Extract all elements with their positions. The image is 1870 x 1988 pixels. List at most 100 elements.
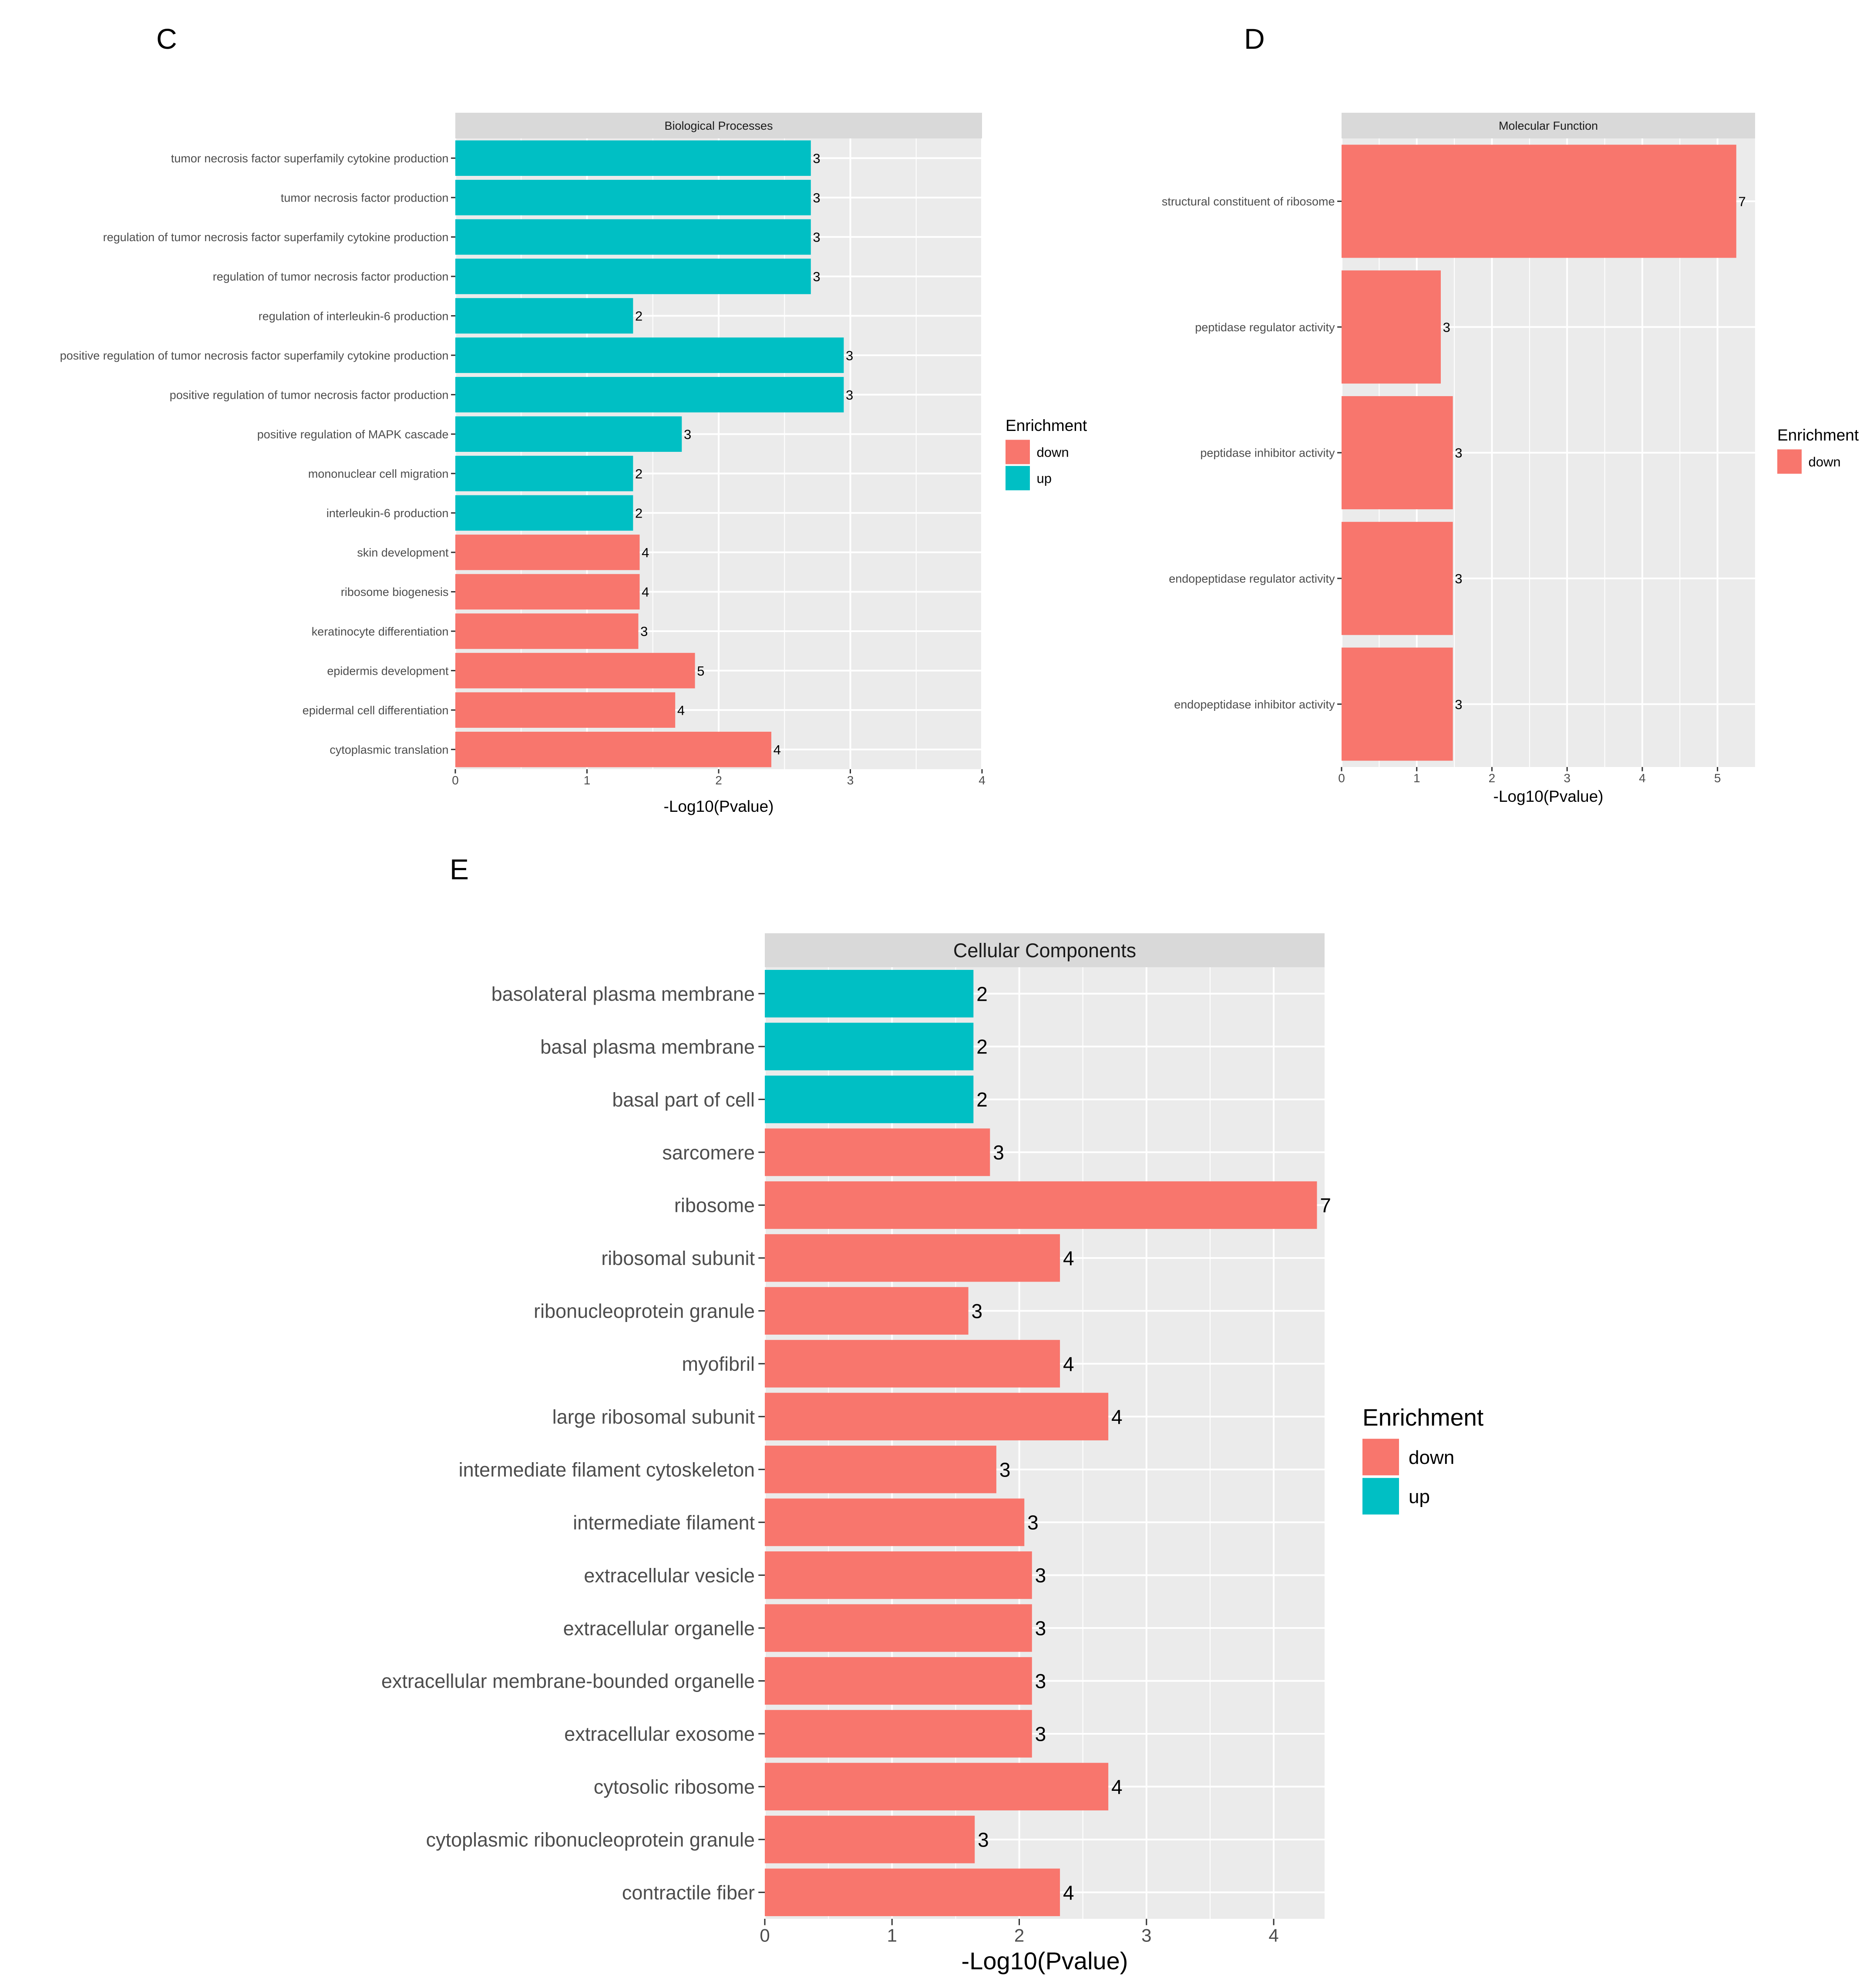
x-tick-label: 2 bbox=[1014, 1925, 1024, 1946]
bar-peptidase-regulator-activity bbox=[1342, 270, 1441, 384]
bar-count-label: 3 bbox=[1035, 1564, 1046, 1587]
y-tick-label: ribonucleoprotein granule bbox=[534, 1300, 755, 1322]
bar-count-label: 4 bbox=[677, 703, 685, 718]
bar-count-label: 3 bbox=[1455, 697, 1462, 712]
legend-title: Enrichment bbox=[1006, 417, 1087, 434]
y-tick-label: regulation of tumor necrosis factor supe… bbox=[103, 231, 449, 244]
chart-molecular-function: Molecular Function 0 1 2 3 4 5 7 structural cons… bbox=[1162, 113, 1859, 805]
y-tick-label: positive regulation of tumor necrosis fa… bbox=[170, 388, 449, 401]
bar-interleukin-6-production bbox=[455, 495, 633, 531]
y-tick-label: peptidase inhibitor activity bbox=[1200, 447, 1335, 460]
y-tick-label: contractile fiber bbox=[622, 1881, 755, 1904]
bar-positive-regulation-of-mapk-cascade bbox=[455, 416, 682, 452]
x-tick-label: 1 bbox=[1413, 771, 1420, 785]
bar-myofibril bbox=[765, 1340, 1060, 1388]
y-tick-label: extracellular membrane-bounded organelle bbox=[381, 1670, 755, 1692]
bar-count-label: 3 bbox=[972, 1300, 983, 1322]
bar-count-label: 4 bbox=[1063, 1352, 1074, 1375]
facet-strip bbox=[455, 113, 982, 138]
bar-extracellular-exosome bbox=[765, 1710, 1032, 1758]
bar-count-label: 3 bbox=[813, 269, 820, 284]
y-tick-label: tumor necrosis factor production bbox=[281, 192, 449, 205]
y-tick-label: large ribosomal subunit bbox=[552, 1406, 755, 1428]
y-tick-label: extracellular vesicle bbox=[584, 1564, 755, 1587]
y-tick-label: positive regulation of tumor necrosis fa… bbox=[60, 349, 449, 362]
bar-sarcomere bbox=[765, 1128, 990, 1176]
bar-ribonucleoprotein-granule bbox=[765, 1287, 969, 1335]
panel-d: D Molecular Function 0 1 2 3 4 5 7 structural co… bbox=[1162, 23, 1859, 805]
legend-label-down: down bbox=[1809, 454, 1841, 470]
legend-swatch-down bbox=[1006, 440, 1030, 464]
bar-count-label: 4 bbox=[1111, 1776, 1123, 1798]
bar-count-label: 3 bbox=[813, 151, 820, 166]
bar-endopeptidase-inhibitor-activity bbox=[1342, 647, 1453, 761]
y-tick-label: ribosome biogenesis bbox=[341, 585, 449, 599]
bar-peptidase-inhibitor-activity bbox=[1342, 396, 1453, 509]
y-tick-label: interleukin-6 production bbox=[326, 507, 449, 520]
bar-count-label: 3 bbox=[846, 348, 853, 363]
y-tick-label: mononuclear cell migration bbox=[308, 468, 449, 481]
y-tick-label: tumor necrosis factor superfamily cytoki… bbox=[171, 152, 449, 165]
y-tick-label: skin development bbox=[357, 546, 449, 559]
y-tick-label: epidermis development bbox=[327, 664, 449, 677]
bar-cytoplasmic-ribonucleoprotein-granule bbox=[765, 1816, 975, 1864]
bar-tumor-necrosis-factor-production bbox=[455, 180, 811, 215]
bar-ribosome bbox=[765, 1181, 1317, 1229]
bar-count-label: 3 bbox=[1035, 1617, 1046, 1640]
bar-extracellular-membrane-bounded-organelle bbox=[765, 1657, 1032, 1705]
y-tick-label: intermediate filament bbox=[573, 1511, 755, 1534]
y-tick-label: basal part of cell bbox=[612, 1089, 755, 1111]
bar-extracellular-organelle bbox=[765, 1604, 1032, 1652]
legend-title: Enrichment bbox=[1777, 426, 1859, 444]
bar-count-label: 2 bbox=[635, 309, 642, 324]
bar-structural-constituent-of-ribosome bbox=[1342, 145, 1736, 258]
y-tick-label: regulation of interleukin-6 production bbox=[259, 309, 449, 323]
y-tick-label: endopeptidase regulator activity bbox=[1169, 572, 1335, 585]
bar-count-label: 3 bbox=[1455, 445, 1462, 461]
bar-regulation-of-tumor-necrosis-factor-production bbox=[455, 259, 811, 294]
y-tick-label: extracellular exosome bbox=[564, 1723, 755, 1745]
legend-swatch-up bbox=[1006, 466, 1030, 491]
panel-c: C Biological Processes 0 1 2 3 4 3 tumor necros… bbox=[60, 23, 1087, 815]
y-tick-label: basal plasma membrane bbox=[540, 1036, 755, 1058]
y-tick-label: intermediate filament cytoskeleton bbox=[459, 1459, 755, 1481]
y-tick-label: positive regulation of MAPK cascade bbox=[257, 428, 449, 441]
bar-count-label: 3 bbox=[846, 387, 853, 403]
bar-basal-part-of-cell bbox=[765, 1075, 974, 1124]
legend-label-down: down bbox=[1409, 1447, 1454, 1468]
bar-count-label: 3 bbox=[813, 190, 820, 205]
bar-positive-regulation-of-tumor-necrosis-factor-production bbox=[455, 377, 844, 413]
y-tick-label: cytoplasmic ribonucleoprotein granule bbox=[426, 1829, 755, 1851]
y-tick-label: ribosomal subunit bbox=[601, 1247, 755, 1269]
bar-count-label: 4 bbox=[1063, 1247, 1074, 1270]
bar-endopeptidase-regulator-activity bbox=[1342, 521, 1453, 635]
y-tick-label: cytoplasmic translation bbox=[330, 743, 448, 756]
y-tick-label: peptidase regulator activity bbox=[1195, 321, 1335, 334]
bar-count-label: 4 bbox=[1111, 1406, 1123, 1428]
y-tick-label: sarcomere bbox=[662, 1141, 755, 1164]
x-tick-label: 0 bbox=[760, 1925, 770, 1946]
bar-intermediate-filament bbox=[765, 1498, 1025, 1546]
y-tick-label: myofibril bbox=[682, 1353, 755, 1375]
x-tick-label: 0 bbox=[452, 774, 459, 787]
x-tick-label: 2 bbox=[1489, 771, 1496, 785]
legend-label-up: up bbox=[1409, 1486, 1430, 1507]
bar-contractile-fiber bbox=[765, 1868, 1060, 1916]
bar-count-label: 3 bbox=[1455, 571, 1462, 586]
x-tick-label: 3 bbox=[1564, 771, 1571, 785]
bar-epidermal-cell-differentiation bbox=[455, 692, 676, 728]
x-tick-label: 1 bbox=[887, 1925, 897, 1946]
legend-swatch-down bbox=[1362, 1439, 1399, 1476]
facet-strip bbox=[1342, 113, 1755, 138]
x-tick-label: 1 bbox=[584, 774, 591, 787]
bar-regulation-of-interleukin-6-production bbox=[455, 298, 633, 334]
bar-extracellular-vesicle bbox=[765, 1551, 1032, 1599]
bar-ribosome-biogenesis bbox=[455, 574, 640, 610]
plot-panel bbox=[765, 967, 1325, 1919]
x-axis-title: -Log10(Pvalue) bbox=[962, 1947, 1128, 1975]
x-tick-label: 5 bbox=[1714, 771, 1721, 785]
bar-intermediate-filament-cytoskeleton bbox=[765, 1446, 996, 1494]
x-tick-label: 3 bbox=[1141, 1925, 1151, 1946]
bar-count-label: 3 bbox=[1027, 1511, 1039, 1534]
